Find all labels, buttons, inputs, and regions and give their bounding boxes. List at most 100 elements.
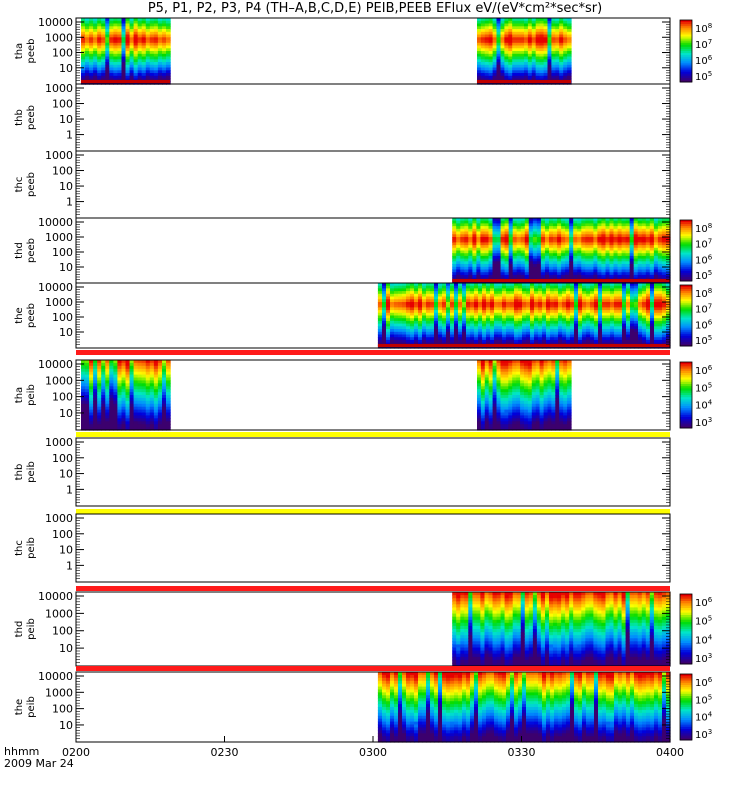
colorbar-cell (680, 22, 692, 25)
colorbar-cell (680, 693, 692, 697)
colorbar-cell (680, 610, 692, 614)
chart-title: P5, P1, P2, P3, P4 (TH–A,B,C,D,E) PEIB,P… (147, 1, 603, 16)
colorbar-cell (680, 260, 692, 264)
date-label: 2009 Mar 24 (4, 757, 74, 770)
colorbar-cell (680, 71, 692, 75)
colorbar-cell (680, 26, 692, 29)
colorbar-cell (680, 258, 692, 262)
panel-product-label: peib (26, 461, 37, 483)
colorbar-cell (680, 337, 692, 341)
colorbar-cell (680, 222, 692, 225)
colorbar-tick-label: 107 (695, 38, 712, 51)
spectrogram-block (476, 18, 572, 85)
colorbar-tick-label: 108 (695, 22, 712, 35)
y-tick-label: 1000 (45, 436, 73, 449)
colorbar-cell (680, 624, 692, 628)
colorbar-cell (680, 366, 692, 370)
colorbar-cell (680, 59, 692, 62)
colorbar-cell (680, 680, 692, 684)
colorbar-cell (680, 626, 692, 630)
y-tick-label: 1000 (45, 512, 73, 525)
colorbar-cell (680, 615, 692, 618)
colorbar-cell (680, 715, 692, 719)
colorbar-tick-label: 105 (695, 381, 712, 394)
colorbar-tick-label: 107 (695, 238, 712, 251)
colorbar-cell (680, 307, 692, 310)
colorbar-frame (679, 219, 693, 282)
colorbar-cell (680, 42, 692, 46)
colorbar-tick-label: 105 (695, 334, 712, 347)
colorbar-cell (680, 343, 692, 347)
panel-thd-peib: 10000 1000 100 10 thd peib 106 105 104 103 (14, 590, 713, 671)
colorbar-frame (679, 19, 693, 83)
panel-probe-label: thd (14, 242, 25, 259)
colorbar-cell (680, 30, 692, 33)
colorbar-tick-label: 105 (695, 269, 712, 282)
y-tick-label: 100 (52, 528, 73, 541)
colorbar-frame (679, 593, 693, 665)
colorbar-tick-label: 104 (695, 711, 713, 724)
colorbar-cell (680, 28, 692, 31)
colorbar-cell (680, 397, 692, 400)
panel-probe-label: the (14, 699, 25, 715)
colorbar-cell (680, 601, 692, 604)
colorbar-cell (680, 737, 692, 741)
y-tick-label: 10000 (38, 590, 73, 603)
panel-thb-peeb: 1000 100 10 1 thb peeb (14, 82, 671, 152)
colorbar-cell (680, 264, 692, 268)
panel-product-label: peeb (26, 39, 37, 64)
panel-frame (75, 513, 671, 583)
colorbar-cell (680, 696, 692, 699)
time-tick-label: 0400 (656, 746, 684, 759)
colorbar-cell (680, 240, 692, 243)
colorbar-cell (680, 608, 692, 611)
colorbar-cell (680, 40, 692, 44)
colorbar-tick-label: 106 (695, 596, 713, 609)
colorbar-cell (680, 368, 692, 372)
colorbar-cell (680, 244, 692, 247)
y-tick-label: 1000 (45, 374, 73, 387)
y-tick-label: 1000 (45, 31, 73, 44)
colorbar-cell (680, 401, 692, 405)
colorbar-cell (680, 596, 692, 600)
colorbar-cell (680, 408, 692, 411)
panel-probe-label: the (14, 307, 25, 323)
colorbar-cell (680, 395, 692, 398)
colorbar-cell (680, 63, 692, 66)
colorbar-cell (680, 262, 692, 266)
y-tick-label: 10 (59, 642, 73, 655)
colorbar-tick-label: 104 (695, 399, 713, 412)
colorbar-cell (680, 594, 692, 597)
colorbar-cell (680, 700, 692, 704)
colorbar-cell (680, 659, 692, 663)
colorbar-cell (680, 379, 692, 383)
colorbar-tick-label: 108 (695, 222, 712, 235)
colorbar-cell (680, 325, 692, 329)
time-axis-label: hhmm (4, 745, 40, 758)
colorbar-cell (680, 313, 692, 316)
colorbar-cell (680, 291, 692, 294)
colorbar-cell (680, 321, 692, 325)
spectrogram-block (80, 18, 171, 85)
colorbar-cell (680, 46, 692, 50)
colorbar-cell (680, 250, 692, 254)
colorbar-cell (680, 370, 692, 374)
colorbar-cell (680, 246, 692, 249)
y-tick-label: 1 (66, 559, 73, 572)
panel-tha-peeb: 10000 1000 100 10 tha peeb 108 107 106 105 (14, 16, 713, 85)
colorbar-cell (680, 278, 692, 282)
y-tick-label: 100 (52, 703, 73, 716)
colorbar-cell (680, 709, 692, 712)
colorbar-cell (680, 598, 692, 602)
colorbar-cell (680, 67, 692, 71)
colorbar-cell (680, 266, 692, 270)
time-tick-label: 0300 (359, 746, 387, 759)
colorbar-cell (680, 629, 692, 632)
colorbar-cell (680, 423, 692, 427)
panel-product-label: peib (26, 618, 37, 640)
colorbar-cell (680, 289, 692, 292)
status-flag-bar (76, 432, 670, 437)
time-tick-label: 0230 (211, 746, 239, 759)
panel-probe-label: thc (14, 177, 25, 193)
y-tick-label: 10 (59, 326, 73, 339)
